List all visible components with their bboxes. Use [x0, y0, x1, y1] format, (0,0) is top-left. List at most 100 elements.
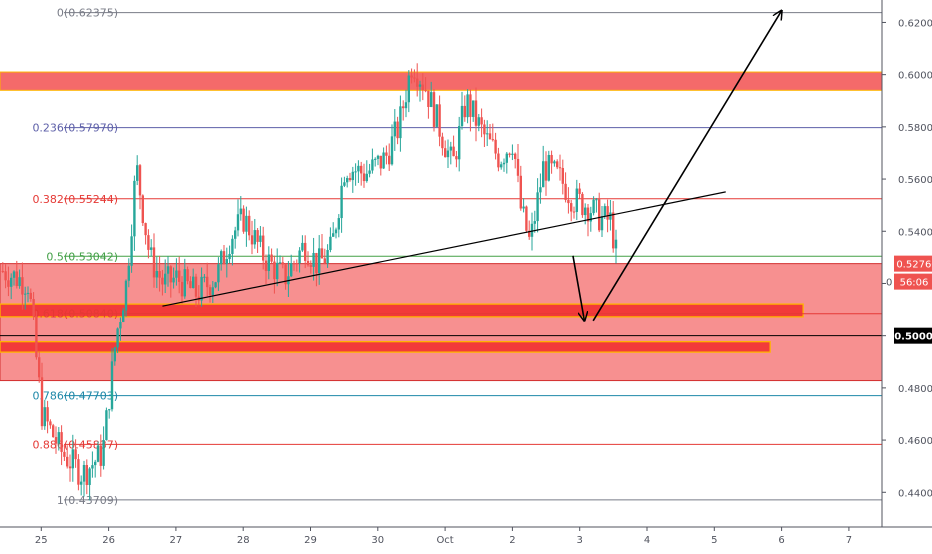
candle-body — [483, 124, 486, 135]
fib-label: 1(0.43709) — [57, 494, 118, 507]
candle-body — [516, 158, 520, 176]
inner-band-upper — [0, 303, 804, 318]
candle-body — [1, 270, 5, 272]
candle-body — [614, 239, 618, 249]
candle-body — [379, 155, 382, 169]
candle-body — [354, 171, 357, 173]
fib-label: 0.618(0.50840) — [32, 308, 118, 321]
candle-body — [217, 264, 220, 283]
candle-body — [141, 195, 144, 224]
candle-body — [208, 287, 212, 296]
candle-body — [250, 235, 254, 245]
candle-body — [418, 84, 422, 87]
candle-body — [556, 161, 559, 168]
x-tick-label: 2 — [509, 535, 515, 546]
candle-body — [567, 199, 570, 204]
candle-body — [94, 461, 97, 466]
candle-body — [390, 136, 394, 165]
candle-body — [410, 75, 413, 78]
candle-body — [407, 75, 410, 103]
candle-body — [158, 271, 161, 278]
candle-body — [491, 139, 494, 141]
candle-body — [578, 188, 581, 194]
x-tick-label: 3 — [577, 535, 583, 546]
candle-body — [474, 100, 478, 126]
candle-body — [21, 277, 24, 295]
candle-body — [116, 328, 119, 348]
candle-body — [211, 287, 214, 296]
candle-body — [60, 432, 63, 452]
candle-body — [360, 165, 363, 174]
candle-body — [220, 251, 223, 265]
candle-body — [192, 276, 195, 289]
candle-body — [119, 322, 122, 329]
candle-body — [539, 187, 542, 193]
drawings-layer — [162, 11, 781, 321]
candle-body — [525, 206, 528, 231]
candle-body — [581, 193, 584, 216]
candle-body — [166, 266, 170, 274]
candle-body — [402, 106, 405, 109]
candle-body — [122, 310, 125, 323]
candle-body — [295, 263, 298, 265]
candle-body — [421, 84, 424, 91]
candle-body — [572, 211, 576, 213]
candle-body — [32, 299, 35, 317]
candle-body — [189, 281, 192, 289]
candle-body — [57, 432, 60, 444]
candle-body — [231, 238, 234, 254]
candle-body — [432, 92, 436, 127]
candle-body — [323, 258, 326, 264]
candle-body — [253, 230, 256, 245]
candle-body — [256, 230, 259, 242]
candle-body — [96, 445, 100, 462]
candle-body — [186, 269, 189, 282]
x-tick-label: 6 — [778, 535, 784, 546]
countdown-badge — [894, 273, 932, 290]
candle-body — [183, 269, 186, 297]
candle-body — [362, 173, 366, 182]
candle-body — [236, 214, 240, 231]
candle-body — [446, 150, 450, 158]
candle-body — [502, 162, 506, 165]
candle-body — [281, 262, 284, 265]
candle-body — [396, 121, 399, 139]
candle-body — [609, 212, 612, 220]
candle-body — [570, 203, 573, 212]
candle-body — [52, 425, 55, 438]
candle-body — [178, 270, 181, 282]
candle-body — [105, 410, 108, 440]
candle-body — [10, 277, 13, 287]
candle-body — [77, 459, 80, 485]
candle-body — [91, 465, 94, 469]
candle-body — [172, 277, 175, 283]
candle-body — [424, 90, 427, 92]
fib-label: 0.786(0.47703) — [32, 390, 118, 403]
candle-body — [43, 407, 46, 427]
candle-body — [144, 223, 147, 236]
candle-body — [68, 466, 72, 469]
countdown-label: 56:06 — [900, 278, 929, 289]
candle-body — [63, 451, 66, 457]
x-tick-label: 7 — [846, 535, 852, 546]
candle-body — [497, 153, 500, 168]
candle-body — [85, 465, 88, 485]
candle-body — [312, 252, 315, 267]
candle-body — [528, 230, 531, 237]
candle-body — [376, 155, 380, 159]
candle-body — [248, 215, 251, 236]
x-tick-label: 5 — [711, 535, 717, 546]
projection-arrow-down — [572, 255, 584, 321]
candle-body — [332, 233, 335, 237]
candle-body — [82, 465, 86, 482]
candle-body — [348, 178, 352, 181]
candle-body — [337, 218, 340, 230]
candle-body — [245, 215, 248, 232]
candle-body — [320, 248, 324, 259]
candle-body — [586, 207, 590, 222]
candle-body — [292, 263, 296, 265]
candle-body — [164, 273, 167, 285]
x-tick-label: 28 — [237, 535, 250, 546]
